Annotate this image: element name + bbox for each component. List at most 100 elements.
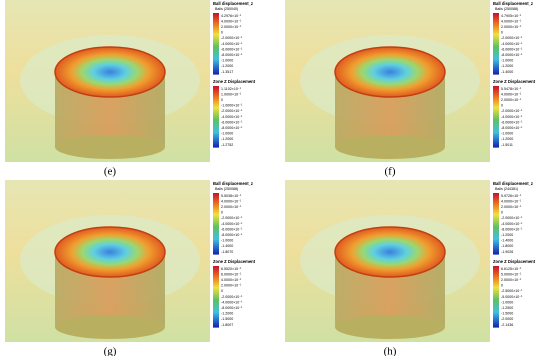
cylinder-top bbox=[335, 47, 445, 97]
legend-title: Zone Z Displacement bbox=[213, 259, 256, 264]
legend-value: -8.0000×10⁻¹ bbox=[501, 53, 523, 57]
legend-value: -8.0000×10⁻¹ bbox=[221, 306, 243, 310]
cylinder-top bbox=[55, 227, 165, 277]
legend-value: 1.0000×10⁻¹ bbox=[221, 92, 242, 96]
legend-value: 4.0000×10⁻¹ bbox=[501, 92, 522, 96]
legend-value: 5.9726×10⁻¹ bbox=[501, 194, 522, 198]
color-bar bbox=[493, 86, 499, 148]
legend-value: -1.8070 bbox=[221, 250, 233, 254]
legend-value: 2.5000×10⁻¹ bbox=[501, 278, 522, 282]
legend-value: 0 bbox=[221, 289, 223, 293]
legend-value: -8.0000×10⁻¹ bbox=[221, 53, 243, 57]
legend-title: Zone Z Displacement bbox=[493, 259, 536, 264]
legend-value: -8.0000×10⁻¹ bbox=[501, 227, 523, 231]
cylinder-bottom bbox=[55, 135, 165, 159]
legend-value: -1.2000 bbox=[501, 64, 513, 68]
legend-value: -6.0000×10⁻¹ bbox=[221, 47, 243, 51]
color-bar bbox=[213, 266, 219, 328]
legend-value: -6.0000×10⁻¹ bbox=[501, 47, 523, 51]
legend-value: -2.5000×10⁻¹ bbox=[501, 289, 523, 293]
color-bar bbox=[213, 13, 219, 75]
cylinder-rim bbox=[54, 226, 166, 278]
legend-value: 5.5038×10⁻¹ bbox=[221, 194, 242, 198]
cylinder-rim bbox=[54, 46, 166, 98]
legend-value: 4.0000×10⁻¹ bbox=[221, 199, 242, 203]
legend-value: -4.0000×10⁻¹ bbox=[501, 42, 523, 46]
legend-value: 2.0000×10⁻¹ bbox=[221, 25, 242, 29]
legend-value: -4.0000×10⁻¹ bbox=[501, 222, 523, 226]
legend-value: -2.0000×10⁻¹ bbox=[501, 109, 523, 113]
legend-value: -1.2000 bbox=[221, 64, 233, 68]
cylinder-bottom bbox=[335, 135, 445, 159]
legend-value: -2.0000×10⁻¹ bbox=[221, 109, 243, 113]
legend-value: -1.4000 bbox=[501, 239, 513, 243]
legend-value: -1.0000 bbox=[501, 132, 513, 136]
legend-value: -8.0000×10⁻¹ bbox=[501, 126, 523, 130]
legend-value: -1.5000 bbox=[221, 317, 233, 321]
color-bar bbox=[493, 193, 499, 255]
legend-value: 0 bbox=[501, 284, 503, 288]
legend-subtitle: Balls (244381) bbox=[495, 187, 518, 191]
legend-value: 4.0000×10⁻¹ bbox=[501, 199, 522, 203]
legend-value: -1.2752 bbox=[221, 143, 233, 147]
legend-value: -6.0000×10⁻¹ bbox=[501, 120, 523, 124]
legend-value: -1.5011 bbox=[501, 143, 513, 147]
legend-subtitle: Balls (250040) bbox=[215, 7, 238, 11]
cylinder-bottom bbox=[335, 315, 445, 339]
legend-value: 2.0000×10⁻¹ bbox=[501, 98, 522, 102]
color-bar bbox=[213, 193, 219, 255]
legend-value: -4.0000×10⁻¹ bbox=[501, 115, 523, 119]
legend-value: -1.2000 bbox=[221, 312, 233, 316]
legend-value: -1.2000 bbox=[501, 233, 513, 237]
cylinder-top bbox=[335, 227, 445, 277]
legend-value: 4.0000×10⁻¹ bbox=[221, 278, 242, 282]
color-bar bbox=[493, 13, 499, 75]
color-bar bbox=[493, 266, 499, 328]
legend-value: 4.0000×10⁻¹ bbox=[221, 19, 242, 23]
legend-value: -4.0000×10⁻¹ bbox=[221, 42, 243, 46]
legend-value: -2.0000×10⁻¹ bbox=[501, 216, 523, 220]
legend-value: 5.5478×10⁻¹ bbox=[501, 87, 522, 91]
legend-value: -1.0000 bbox=[221, 132, 233, 136]
legend-value: 6.5520×10⁻¹ bbox=[221, 267, 242, 271]
legend-subtitle: Balls (250088) bbox=[495, 7, 518, 11]
panel-label: (f) bbox=[385, 166, 396, 178]
legend-value: -1.2000 bbox=[501, 137, 513, 141]
legend-value: -2.1436 bbox=[501, 323, 513, 327]
legend-value: -4.0000×10⁻¹ bbox=[221, 115, 243, 119]
panel-label: (g) bbox=[104, 346, 117, 356]
legend-value: -5.0000×10⁻¹ bbox=[501, 295, 523, 299]
legend-value: -4.0000×10⁻¹ bbox=[221, 300, 243, 304]
legend-value: -1.0000 bbox=[221, 239, 233, 243]
legend-value: 2.0000×10⁻¹ bbox=[501, 25, 522, 29]
legend-value: 0 bbox=[501, 211, 503, 215]
cylinder-rim bbox=[334, 46, 446, 98]
legend-value: -2.0000×10⁻¹ bbox=[221, 216, 243, 220]
legend-value: -6.0000×10⁻¹ bbox=[221, 120, 243, 124]
legend-title: Ball displacement_z bbox=[213, 1, 253, 6]
legend-value: -2.0000×10⁻¹ bbox=[501, 36, 523, 40]
legend-value: -6.0000×10⁻¹ bbox=[221, 227, 243, 231]
legend-value: -1.8007 bbox=[221, 323, 233, 327]
legend-value: 2.0000×10⁻¹ bbox=[221, 284, 242, 288]
legend-value: 0 bbox=[221, 31, 223, 35]
cylinder-rim bbox=[334, 226, 446, 278]
legend-value: 0 bbox=[221, 211, 223, 215]
legend-value: -1.4000 bbox=[501, 70, 513, 74]
legend-title: Ball displacement_z bbox=[493, 1, 533, 6]
legend-value: 4.0000×10⁻¹ bbox=[501, 19, 522, 23]
legend-value: 4.7905×10⁻¹ bbox=[501, 14, 522, 18]
legend-title: Zone Z Displacement bbox=[493, 79, 536, 84]
legend-value: 1.1102×10⁻¹ bbox=[221, 87, 242, 91]
legend-title: Zone Z Displacement bbox=[213, 79, 256, 84]
panel-label: (e) bbox=[104, 166, 117, 178]
legend-value: 2.0000×10⁻¹ bbox=[221, 205, 242, 209]
legend-value: -1.0000 bbox=[221, 59, 233, 63]
legend-value: -1.3517 bbox=[221, 70, 233, 74]
legend-value: -4.0000×10⁻¹ bbox=[221, 222, 243, 226]
legend-title: Ball displacement_z bbox=[213, 181, 253, 186]
legend-value: 5.0000×10⁻¹ bbox=[501, 272, 522, 276]
legend-value: -1.0000×10⁻¹ bbox=[221, 104, 243, 108]
legend-value: -2.0000×10⁻¹ bbox=[221, 295, 243, 299]
